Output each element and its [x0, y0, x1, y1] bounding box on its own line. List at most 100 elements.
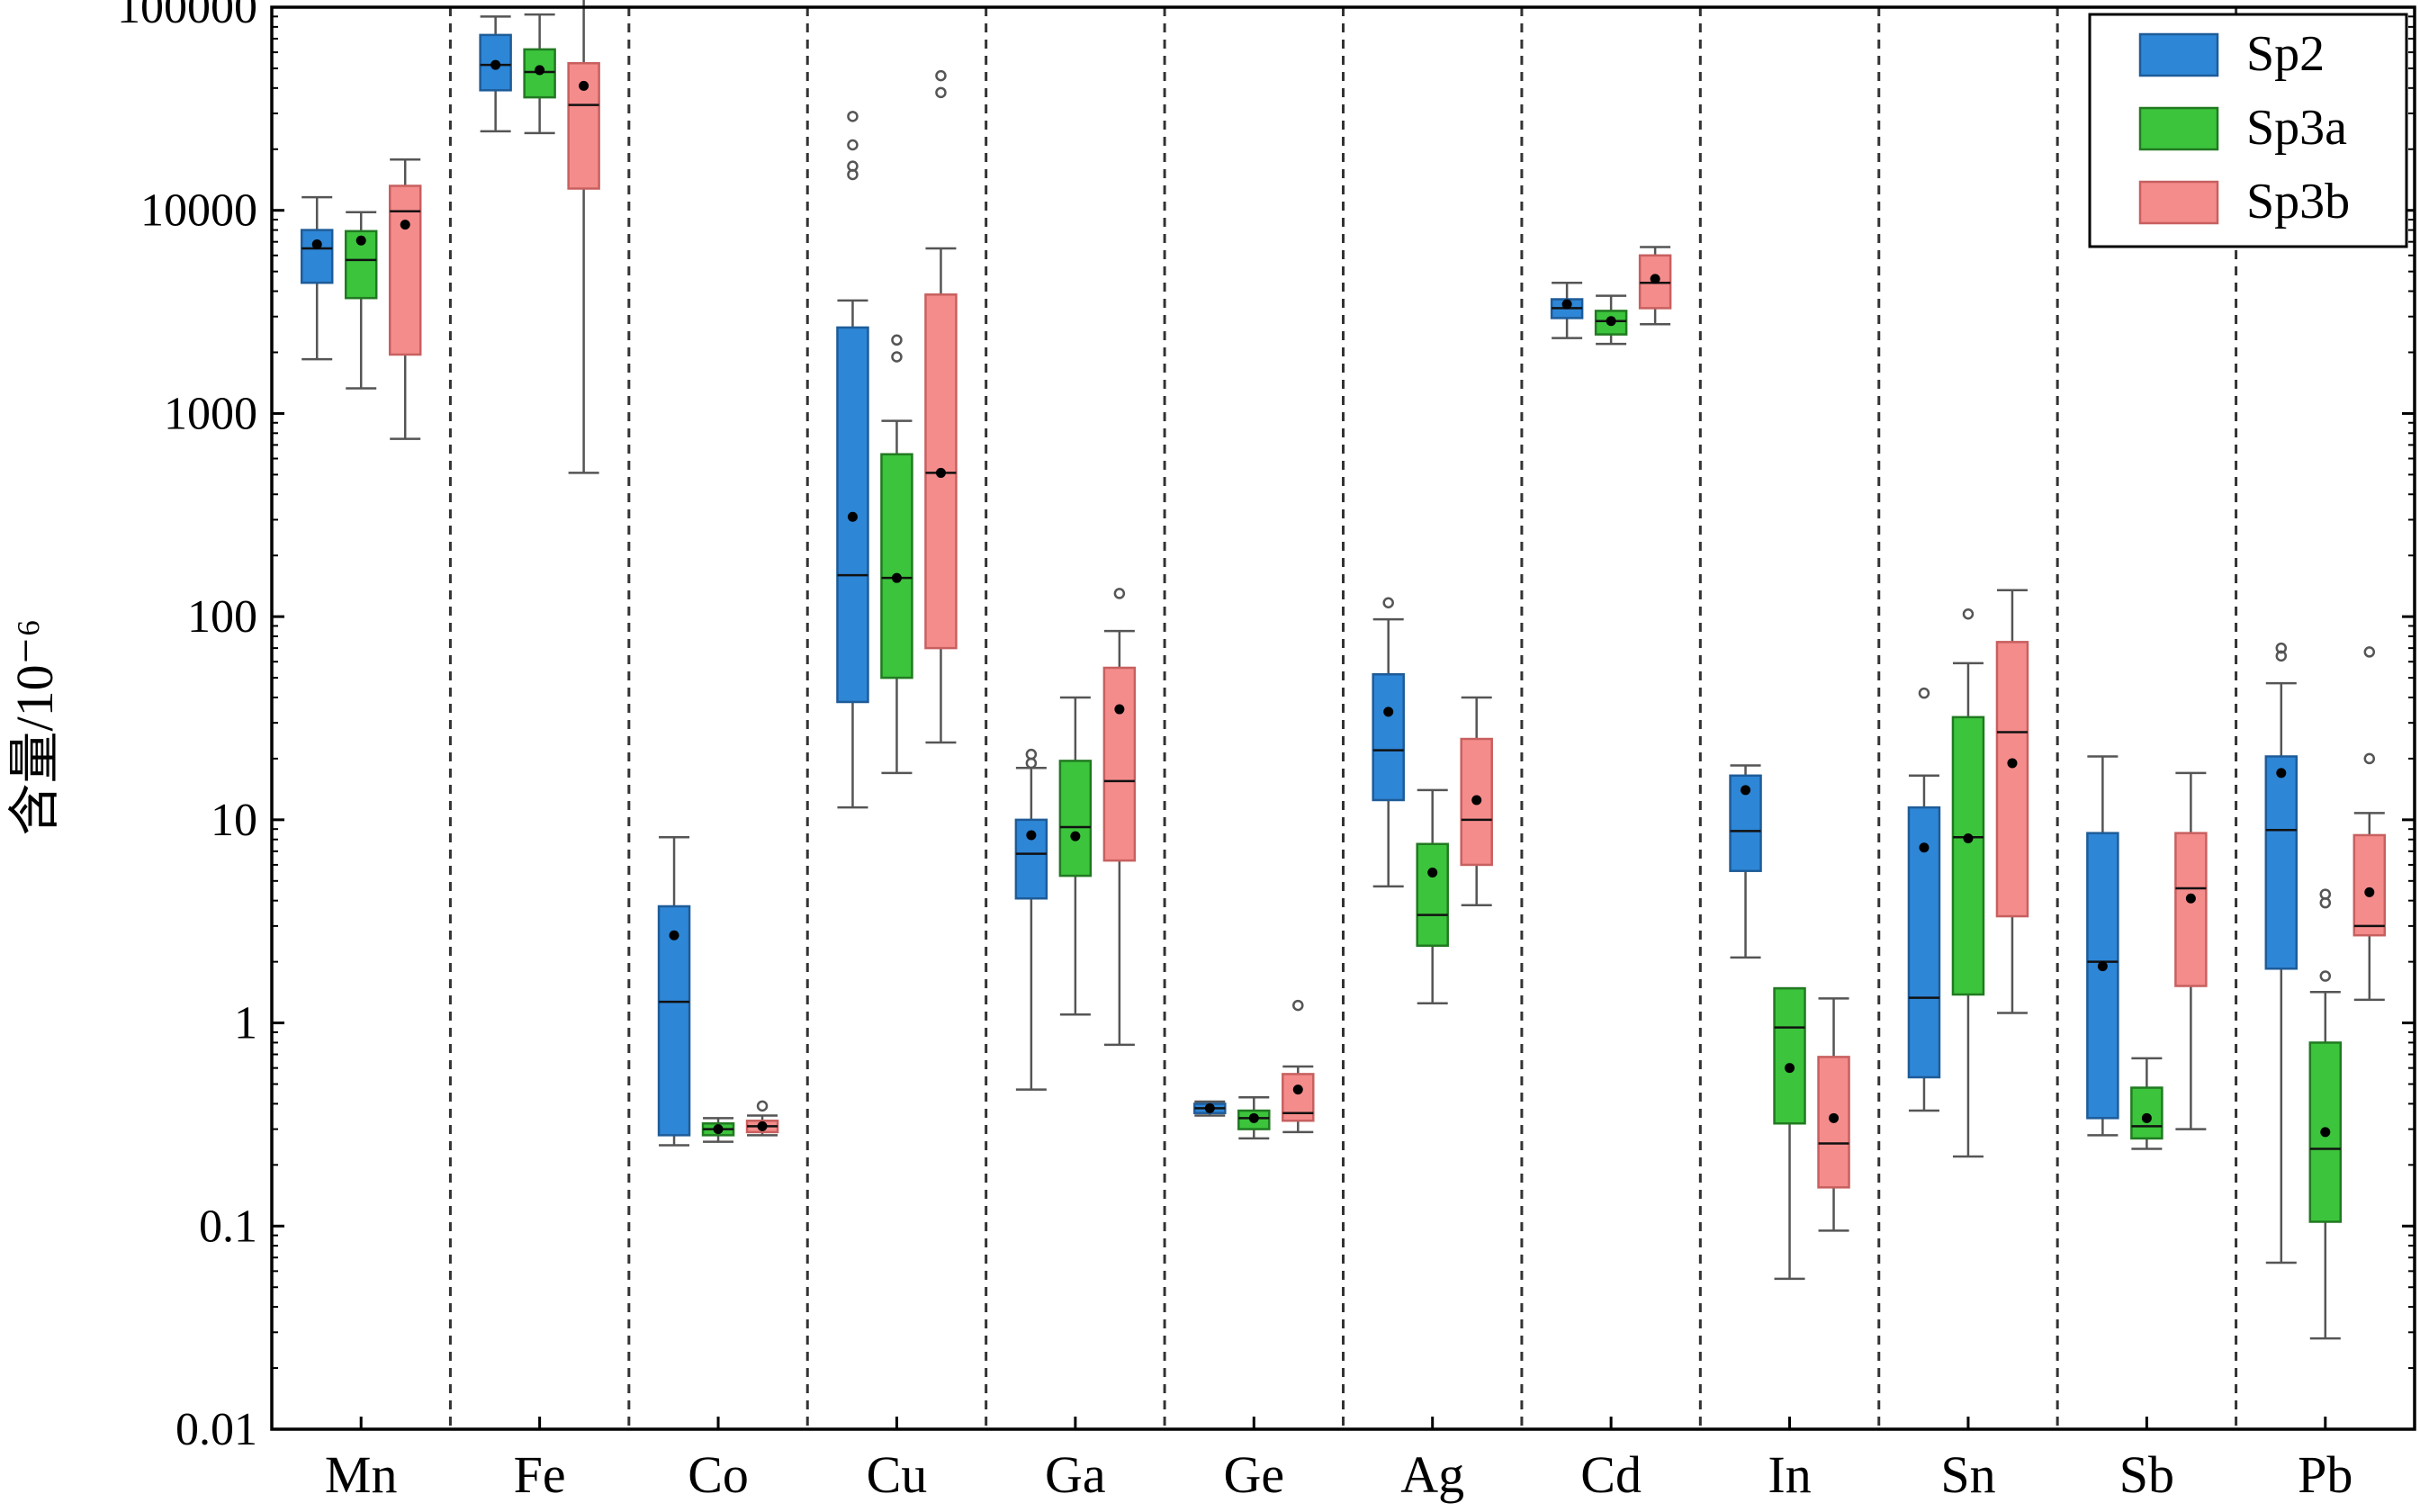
box-sb-sp2	[2086, 755, 2119, 1137]
outlier-point	[1113, 588, 1126, 599]
x-tick-label-ge: Ge	[1223, 1445, 1284, 1504]
x-tick-label-cd: Cd	[1580, 1445, 1642, 1504]
box-ag-sp3a	[1416, 788, 1449, 1004]
mean-marker	[1919, 842, 1930, 853]
mean-marker	[2141, 1112, 2152, 1123]
mean-marker	[1606, 316, 1616, 327]
x-tick-label-sn: Sn	[1940, 1445, 1995, 1504]
mean-marker	[2364, 886, 2375, 897]
mean-marker	[1829, 1112, 1840, 1123]
box-sb-sp3a	[2130, 1057, 2164, 1150]
group-separators	[448, 7, 2238, 1429]
mean-marker	[1471, 795, 1482, 806]
mean-marker	[311, 239, 322, 250]
box-ga-sp2	[1014, 748, 1048, 1091]
mean-marker	[490, 59, 501, 70]
box-iqr	[1995, 641, 2029, 918]
box-fe-sp2	[479, 15, 512, 133]
box-co-sp2	[657, 836, 691, 1147]
box-iqr	[1058, 760, 1093, 878]
outlier-point	[935, 69, 947, 82]
box-ge-sp3b	[1282, 999, 1315, 1134]
legend-swatch-sp3a	[2138, 106, 2219, 151]
box-iqr	[2174, 832, 2208, 987]
x-tick-label-co: Co	[688, 1445, 749, 1504]
mean-marker	[1963, 833, 1974, 844]
box-iqr	[567, 61, 600, 190]
series-sp2	[300, 15, 2299, 1264]
series-sp3a	[344, 13, 2343, 1340]
x-tick-label-cu: Cu	[867, 1445, 928, 1504]
mean-marker	[1427, 867, 1438, 878]
box-sn-sp3a	[1951, 608, 1985, 1158]
legend-label-sp2: Sp2	[2246, 26, 2325, 82]
x-tick-label-pb: Pb	[2298, 1445, 2353, 1504]
plot-frame	[270, 5, 2416, 1431]
legend-label-sp3a: Sp3a	[2246, 100, 2347, 156]
box-co-sp3a	[701, 1117, 735, 1143]
box-mn-sp3b	[388, 158, 422, 440]
box-sb-sp3b	[2174, 771, 2208, 1130]
outlier-point	[2275, 642, 2288, 654]
x-tick-label-in: In	[1768, 1445, 1811, 1504]
outlier-point	[891, 351, 903, 363]
box-sn-sp3b	[1995, 589, 2029, 1014]
mean-marker	[1292, 1084, 1303, 1095]
y-axis-title: 含量/10⁻⁶	[5, 619, 64, 836]
outlier-point	[2319, 970, 2332, 982]
box-mn-sp2	[300, 195, 334, 361]
y-tick-label: 0.1	[199, 1201, 257, 1252]
axes-layer: 0.01 0.1 1 10 100 1000 10000 100000 Mn Fe Co Cu Ga Ge…	[117, 0, 2416, 1504]
mean-marker	[400, 220, 410, 230]
box-cd-sp3a	[1594, 294, 1628, 346]
mean-marker	[1650, 274, 1660, 284]
legend-swatch-sp3b	[2138, 180, 2219, 225]
box-in-sp3b	[1817, 997, 1850, 1232]
mean-marker	[535, 65, 545, 76]
mean-marker	[669, 930, 679, 940]
mean-marker	[847, 511, 858, 522]
mean-marker	[355, 235, 366, 246]
box-iqr	[2086, 832, 2119, 1120]
outlier-point	[2363, 752, 2376, 765]
mean-marker	[1026, 830, 1037, 841]
box-fe-sp3a	[523, 13, 556, 135]
box-co-sp3b	[745, 1100, 779, 1137]
outlier-point	[1292, 999, 1304, 1012]
box-iqr	[300, 229, 334, 284]
x-tick-label-sb: Sb	[2119, 1445, 2174, 1504]
mean-marker	[2097, 961, 2108, 972]
mean-marker	[1070, 831, 1081, 842]
box-fe-sp3b	[567, 0, 600, 474]
y-tick-label: 1	[234, 998, 257, 1049]
box-iqr	[1372, 672, 1405, 802]
y-tick-label: 10000	[140, 185, 257, 237]
box-cd-sp2	[1550, 281, 1584, 339]
mean-marker	[579, 80, 589, 91]
legend-swatch-sp2	[2138, 32, 2219, 77]
mean-marker	[1114, 704, 1125, 715]
box-ag-sp2	[1372, 597, 1405, 888]
outlier-point	[847, 160, 859, 172]
mean-marker	[757, 1120, 768, 1131]
mean-marker	[1741, 785, 1751, 796]
x-tick-label-ga: Ga	[1045, 1445, 1106, 1504]
outlier-point	[756, 1100, 769, 1112]
box-iqr	[1102, 666, 1137, 862]
x-tick-label-fe: Fe	[514, 1445, 566, 1504]
y-tick-label: 1000	[164, 388, 257, 439]
box-iqr	[880, 453, 913, 680]
mean-marker	[2276, 768, 2287, 778]
box-pb-sp3a	[2308, 888, 2343, 1340]
box-cd-sp3b	[1638, 246, 1672, 326]
outlier-point	[935, 86, 947, 99]
x-tick-label-ag: Ag	[1400, 1445, 1464, 1504]
box-cu-sp3a	[880, 334, 913, 775]
outlier-point	[847, 111, 859, 122]
mean-marker	[2320, 1127, 2331, 1138]
box-series-layer	[300, 0, 2387, 1340]
mean-marker	[1785, 1063, 1795, 1074]
box-ge-sp3a	[1237, 1096, 1271, 1140]
box-sn-sp2	[1907, 687, 1941, 1112]
